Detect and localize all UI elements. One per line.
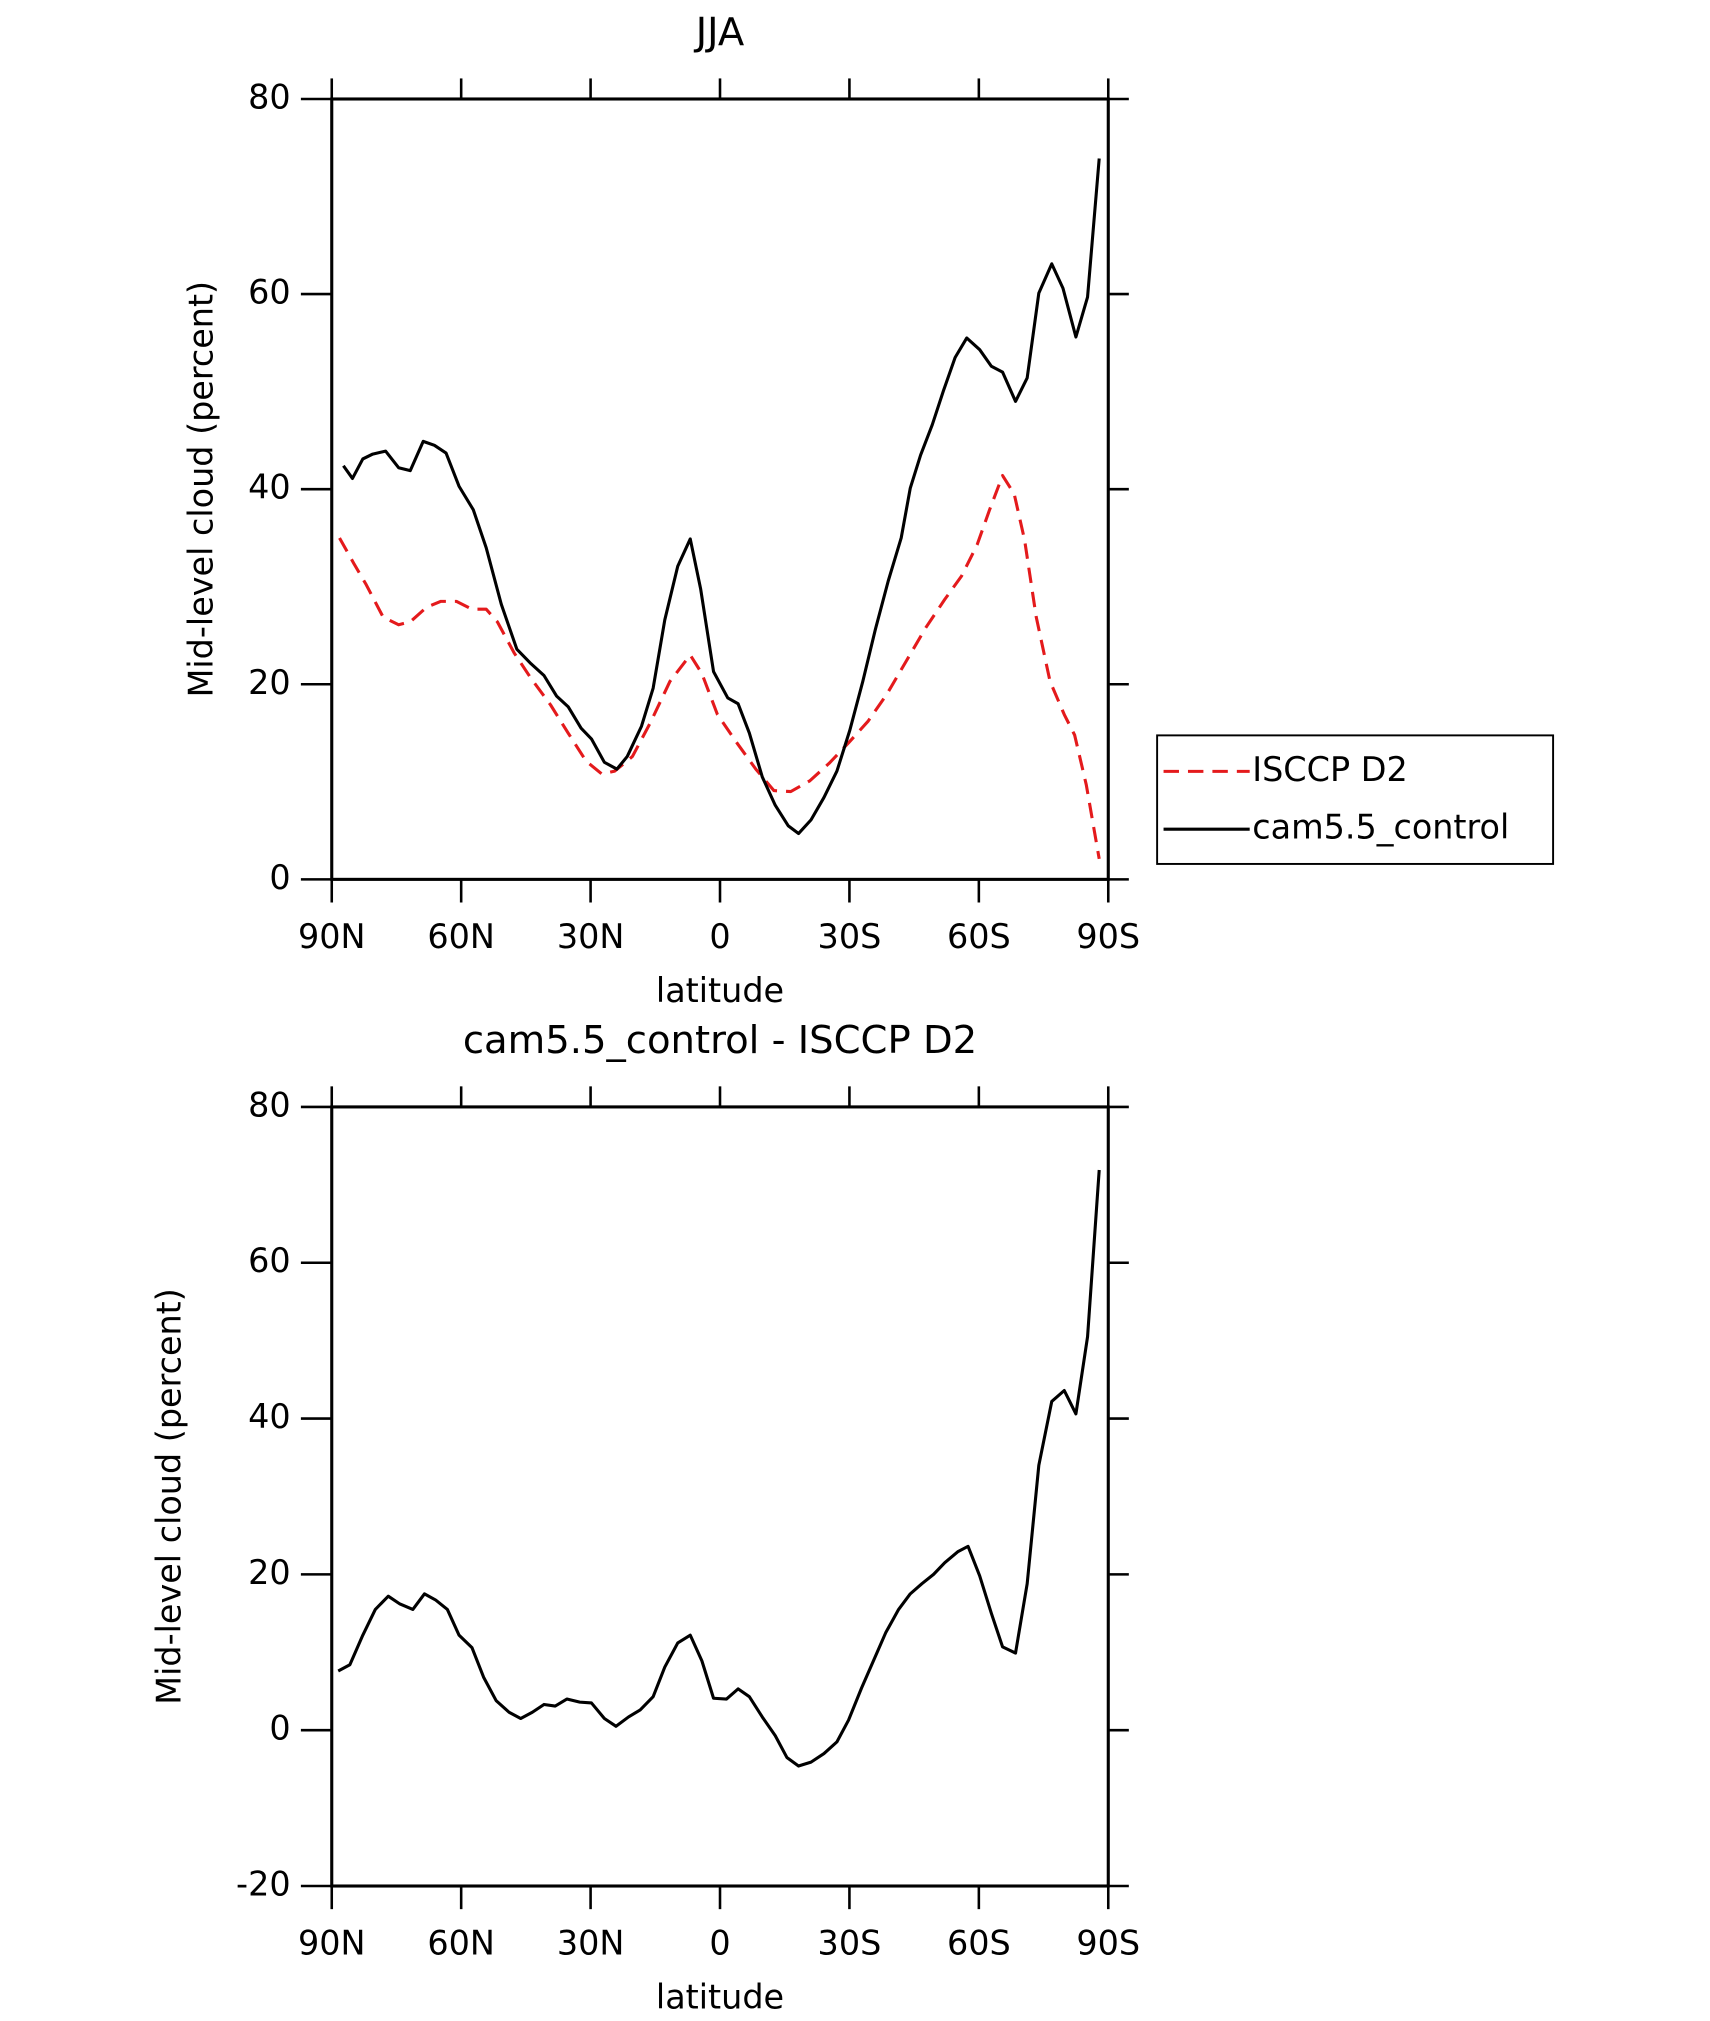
- x-tick-label: 60N: [427, 1924, 495, 1963]
- chart-title: cam5.5_control - ISCCP D2: [463, 1018, 977, 1063]
- x-tick-label: 30S: [818, 917, 882, 956]
- x-tick-label: 30N: [557, 917, 625, 956]
- data-line: [342, 158, 1101, 836]
- y-tick-label: 0: [269, 1709, 290, 1748]
- x-tick-label: 60N: [427, 917, 495, 956]
- legend-box: [1156, 734, 1555, 865]
- x-tick-label: 30S: [818, 1924, 882, 1963]
- y-axis-label: Mid-level cloud (percent): [182, 281, 221, 698]
- data-line: [337, 1169, 1101, 1768]
- y-axis-label: Mid-level cloud (percent): [150, 1288, 189, 1705]
- plot-frame: [330, 97, 1110, 881]
- y-tick-label: 60: [248, 1241, 291, 1280]
- legend-label: ISCCP D2: [1252, 750, 1407, 789]
- x-tick-label: 90N: [298, 917, 366, 956]
- x-tick-label: 90N: [298, 1924, 366, 1963]
- x-tick-label: 90S: [1076, 917, 1140, 956]
- y-tick-label: 80: [248, 77, 291, 116]
- x-tick-label: 0: [709, 1924, 730, 1963]
- x-tick-label: 90S: [1076, 1924, 1140, 1963]
- y-tick-label: 0: [269, 858, 290, 897]
- x-tick-label: 0: [709, 917, 730, 956]
- x-axis-label: latitude: [656, 1978, 784, 2017]
- x-tick-label: 30N: [557, 1924, 625, 1963]
- plot-frame: [330, 1105, 1110, 1888]
- legend-label: cam5.5_control: [1252, 808, 1509, 847]
- y-tick-label: 80: [248, 1085, 291, 1124]
- y-tick-label: 20: [248, 1553, 291, 1592]
- x-tick-label: 60S: [947, 917, 1011, 956]
- y-tick-label: 20: [248, 663, 291, 702]
- chart-title: JJA: [694, 10, 745, 55]
- data-line: [338, 473, 1101, 860]
- x-axis-label: latitude: [656, 971, 784, 1010]
- x-tick-label: 60S: [947, 1924, 1011, 1963]
- y-tick-label: 40: [248, 1397, 291, 1436]
- y-tick-label: -20: [236, 1865, 291, 1904]
- y-tick-label: 40: [248, 468, 291, 507]
- y-tick-label: 60: [248, 273, 291, 312]
